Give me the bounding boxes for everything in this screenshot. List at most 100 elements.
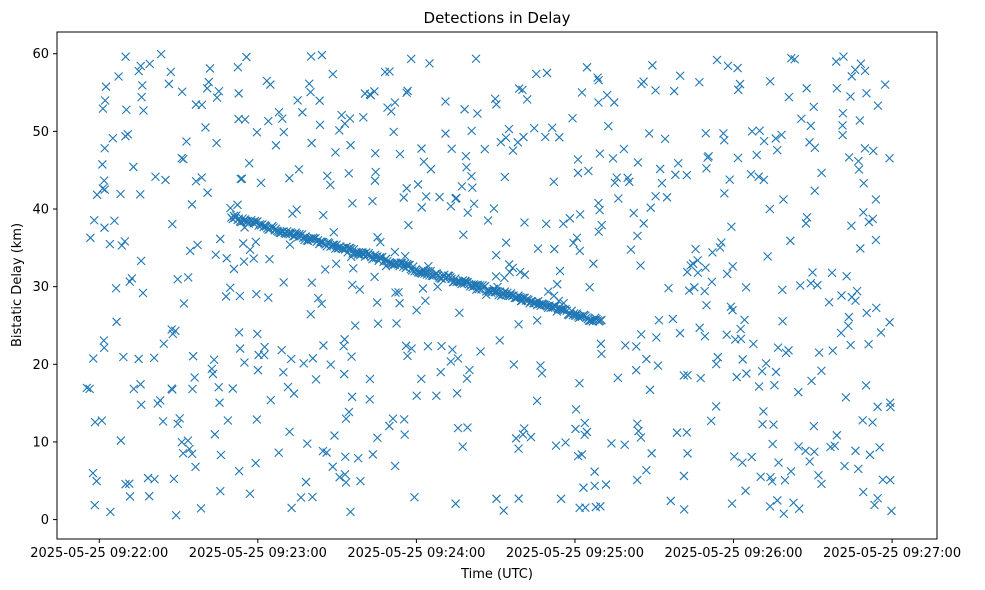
detection-point bbox=[812, 280, 822, 290]
detection-point bbox=[177, 87, 187, 97]
detection-point bbox=[320, 265, 330, 274]
detection-point bbox=[135, 189, 145, 199]
detection-point bbox=[394, 287, 403, 297]
chart-title: Detections in Delay bbox=[424, 9, 571, 27]
detection-point bbox=[400, 430, 410, 440]
detection-point bbox=[99, 176, 109, 186]
detection-point bbox=[209, 355, 219, 365]
detection-point bbox=[467, 183, 477, 193]
detection-point bbox=[97, 416, 107, 426]
detection-point bbox=[732, 372, 742, 382]
detection-point bbox=[864, 339, 873, 349]
detection-point bbox=[789, 498, 798, 508]
detection-point bbox=[223, 416, 233, 425]
detection-point bbox=[204, 77, 214, 87]
detection-point bbox=[536, 361, 545, 370]
detection-point bbox=[860, 143, 870, 153]
detection-point bbox=[763, 252, 773, 261]
detection-point bbox=[212, 138, 221, 148]
detection-point bbox=[865, 450, 875, 460]
detection-point bbox=[297, 107, 307, 117]
detection-point bbox=[513, 137, 523, 147]
detection-point bbox=[306, 309, 316, 319]
detection-point bbox=[509, 360, 519, 369]
detection-point bbox=[493, 282, 502, 292]
detection-point bbox=[417, 203, 427, 212]
detection-point bbox=[188, 351, 198, 361]
detection-point bbox=[683, 449, 692, 458]
detection-point bbox=[577, 450, 587, 459]
detection-point bbox=[451, 193, 461, 203]
detection-point bbox=[876, 328, 886, 337]
detection-point bbox=[602, 90, 612, 100]
detection-point bbox=[768, 439, 778, 449]
detection-point bbox=[532, 396, 542, 406]
detection-point bbox=[121, 479, 130, 489]
detection-point bbox=[331, 148, 340, 157]
detection-point bbox=[585, 282, 595, 292]
plot-frame bbox=[56, 31, 938, 540]
detection-point bbox=[719, 135, 729, 145]
detection-point bbox=[765, 76, 775, 86]
detection-point bbox=[158, 416, 168, 426]
detection-point bbox=[595, 149, 605, 158]
detection-point bbox=[571, 424, 580, 434]
detection-point bbox=[317, 299, 327, 309]
detection-point bbox=[859, 178, 869, 188]
detection-point bbox=[814, 348, 824, 358]
detection-point bbox=[207, 364, 217, 374]
detection-point bbox=[543, 287, 553, 297]
detection-point bbox=[344, 407, 354, 417]
detection-point bbox=[749, 339, 758, 349]
detection-point bbox=[838, 120, 847, 130]
detection-point bbox=[311, 375, 321, 384]
detection-point bbox=[572, 233, 582, 243]
detection-point bbox=[347, 352, 356, 362]
detection-point bbox=[855, 244, 865, 253]
detection-point bbox=[325, 180, 335, 190]
detection-point bbox=[827, 268, 837, 278]
detection-point bbox=[551, 441, 561, 451]
detection-point bbox=[796, 114, 806, 124]
detection-point bbox=[373, 232, 382, 242]
detection-point bbox=[875, 443, 885, 452]
detection-point bbox=[660, 134, 670, 144]
x-tick-label: 2025-05-25 09:22:00 bbox=[30, 546, 168, 561]
detection-point bbox=[594, 198, 603, 208]
detection-point bbox=[167, 219, 177, 229]
detection-point bbox=[526, 432, 536, 442]
y-tick-label: 0 bbox=[41, 513, 49, 528]
detection-point bbox=[887, 506, 896, 516]
detection-point bbox=[831, 57, 841, 66]
detection-point bbox=[347, 198, 357, 208]
detection-point bbox=[595, 205, 605, 215]
detection-point bbox=[191, 462, 200, 472]
detection-point bbox=[461, 151, 471, 161]
detection-point bbox=[573, 155, 583, 164]
detection-point bbox=[580, 418, 590, 428]
detection-point bbox=[809, 102, 819, 112]
detection-point bbox=[855, 116, 865, 125]
detection-point bbox=[693, 255, 703, 265]
detection-point bbox=[284, 173, 294, 183]
detection-point bbox=[801, 219, 811, 228]
detection-point bbox=[683, 370, 692, 380]
detection-point bbox=[426, 164, 436, 174]
detection-point bbox=[838, 130, 848, 140]
detection-point bbox=[265, 254, 274, 264]
detection-point bbox=[809, 447, 819, 457]
detection-point bbox=[483, 216, 493, 225]
detection-point bbox=[613, 373, 623, 383]
detection-point bbox=[210, 429, 220, 439]
detection-point bbox=[514, 320, 524, 329]
detection-point bbox=[97, 160, 107, 169]
detection-point bbox=[817, 479, 826, 489]
detection-point bbox=[496, 137, 506, 147]
detection-point bbox=[458, 230, 468, 240]
detection-point bbox=[666, 496, 676, 506]
detection-point bbox=[817, 168, 827, 178]
detection-point bbox=[480, 144, 490, 154]
detection-point bbox=[308, 492, 317, 502]
detection-point bbox=[854, 156, 863, 166]
detection-point bbox=[431, 391, 441, 401]
